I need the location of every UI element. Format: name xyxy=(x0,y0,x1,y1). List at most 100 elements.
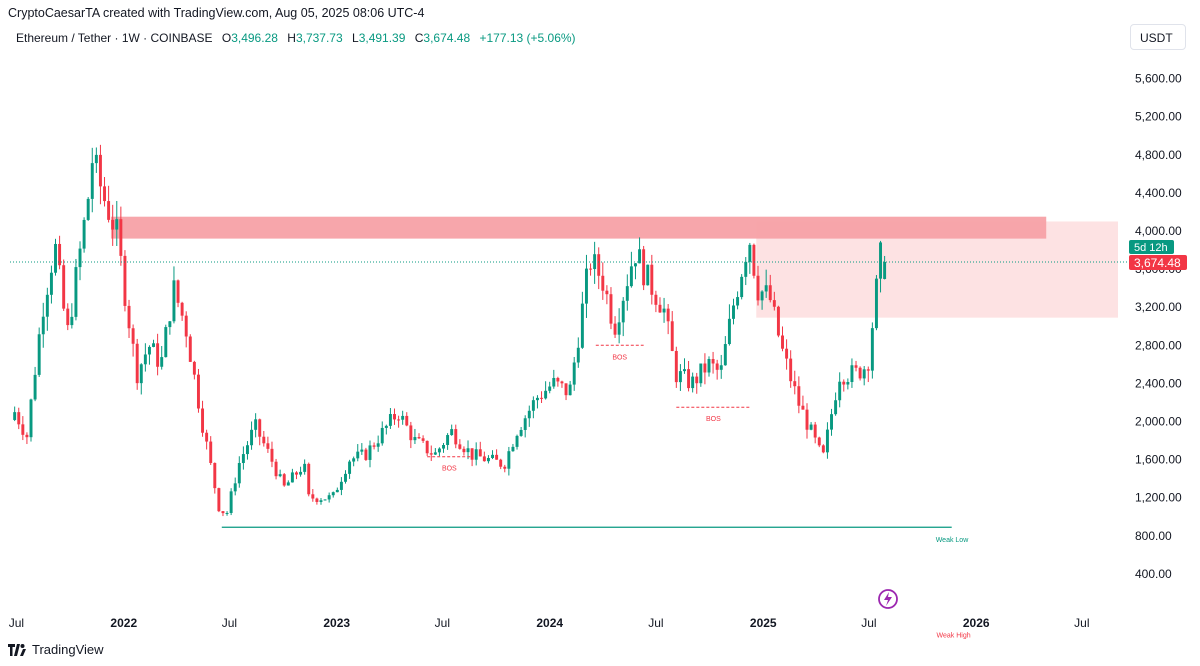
candle-body xyxy=(323,499,327,501)
candle-body xyxy=(78,248,82,268)
candle-body xyxy=(201,408,205,433)
candle-body xyxy=(687,369,691,389)
candle-body xyxy=(548,386,552,391)
candle-body xyxy=(482,456,486,462)
bos-label: BOS xyxy=(442,466,457,473)
candle-body xyxy=(662,308,666,313)
candle-body xyxy=(556,377,560,382)
candle-body xyxy=(254,419,258,430)
supply-zone xyxy=(110,216,1047,239)
y-tick-label: 400.00 xyxy=(1135,567,1172,581)
symbol-label[interactable]: Ethereum / Tether · 1W · COINBASE xyxy=(16,31,213,45)
candle-body xyxy=(854,365,858,368)
candle-body xyxy=(360,449,364,452)
candle-body xyxy=(629,266,633,287)
candle-body xyxy=(736,297,740,306)
candle-body xyxy=(834,400,838,415)
candle-body xyxy=(421,438,425,441)
candle-body xyxy=(123,255,127,306)
candle-body xyxy=(103,186,106,202)
candle-body xyxy=(331,492,335,496)
candle-body xyxy=(58,243,62,266)
candle-body xyxy=(691,376,695,389)
candle-body xyxy=(380,427,384,444)
candle-body xyxy=(450,429,454,436)
candle-body xyxy=(715,363,719,370)
candle-body xyxy=(205,432,209,442)
candle-body xyxy=(90,163,94,199)
candle-body xyxy=(213,462,217,489)
candle-body xyxy=(613,323,617,335)
candle-body xyxy=(299,471,303,475)
candle-body xyxy=(311,494,315,499)
tradingview-logo-icon xyxy=(8,643,26,656)
x-tick-label: 2024 xyxy=(536,616,563,630)
candle-body xyxy=(540,397,544,399)
candle-body xyxy=(417,437,421,439)
candle-body xyxy=(515,435,519,447)
candle-body xyxy=(225,512,229,514)
candle-body xyxy=(772,300,776,307)
candle-body xyxy=(388,414,392,426)
candle-body xyxy=(413,437,417,441)
candle-body xyxy=(491,454,494,458)
candle-body xyxy=(768,285,772,301)
x-tick-label: Jul xyxy=(648,616,663,630)
candle-body xyxy=(850,365,854,383)
candle-body xyxy=(617,322,621,335)
chart-credit: CryptoCaesarTA created with TradingView.… xyxy=(8,6,425,20)
candle-body xyxy=(13,412,17,420)
candle-body xyxy=(217,488,221,512)
candle-body xyxy=(589,268,593,270)
candle-body xyxy=(776,306,780,336)
bos-label: BOS xyxy=(612,354,627,361)
candle-body xyxy=(842,381,846,385)
currency-selector[interactable]: USDT xyxy=(1130,24,1186,50)
candle-body xyxy=(437,448,441,453)
countdown-badge xyxy=(1129,239,1174,254)
candle-body xyxy=(744,261,748,277)
candle-body xyxy=(82,219,86,249)
countdown-label: 5d 12h xyxy=(1134,242,1168,254)
candle-body xyxy=(164,327,168,358)
candle-body xyxy=(789,358,793,382)
candle-body xyxy=(699,363,703,384)
candle-body xyxy=(478,449,482,457)
candle-body xyxy=(131,328,135,344)
candle-body xyxy=(62,265,66,309)
candle-body xyxy=(519,429,523,436)
high-label: H xyxy=(287,31,296,45)
y-tick-label: 1,200.00 xyxy=(1135,491,1182,505)
candle-body xyxy=(756,275,760,301)
candle-body xyxy=(368,445,372,460)
lightning-icon[interactable] xyxy=(878,589,898,609)
candle-body xyxy=(209,441,213,463)
candle-body xyxy=(107,201,111,220)
candle-body xyxy=(339,481,343,490)
candle-body xyxy=(486,457,490,462)
candle-body xyxy=(670,321,674,351)
candle-body xyxy=(785,348,789,359)
candle-body xyxy=(470,448,474,460)
y-tick-label: 4,000.00 xyxy=(1135,224,1182,238)
candle-body xyxy=(760,291,764,301)
candle-body xyxy=(821,445,825,453)
candle-body xyxy=(327,495,331,500)
candle-body xyxy=(98,154,102,187)
candle-body xyxy=(393,414,396,420)
candle-body xyxy=(499,459,503,467)
candle-body xyxy=(638,249,642,264)
candle-body xyxy=(752,244,756,276)
candle-body xyxy=(495,454,499,460)
tradingview-brand: TradingView xyxy=(32,642,104,657)
candle-body xyxy=(45,294,49,317)
candle-body xyxy=(805,409,809,430)
candle-body xyxy=(221,511,225,514)
candle-body xyxy=(49,272,53,295)
x-tick-label: Jul xyxy=(1074,616,1089,630)
candle-body xyxy=(184,315,188,337)
high-value: 3,737.73 xyxy=(295,31,343,45)
candle-body xyxy=(147,346,151,355)
candle-body xyxy=(466,448,470,453)
